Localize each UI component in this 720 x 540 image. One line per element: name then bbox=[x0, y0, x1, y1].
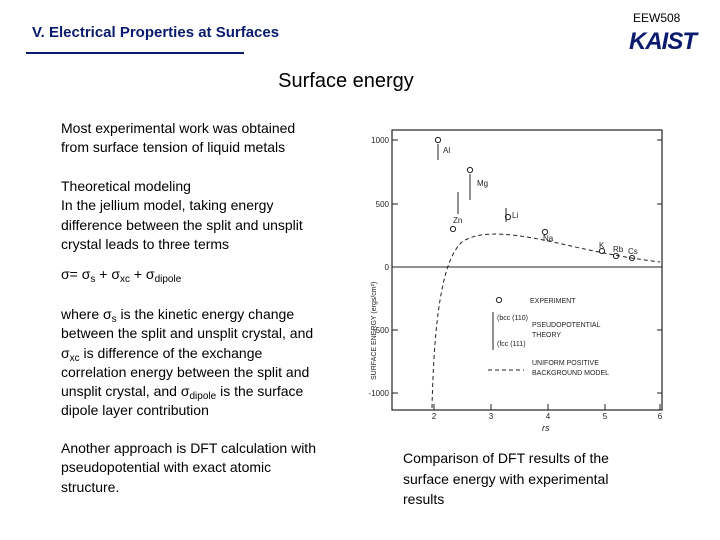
y-axis-label: SURFACE ENERGY (ergs/cm²) bbox=[371, 282, 378, 380]
point-cs bbox=[628, 254, 636, 262]
slide-title: Surface energy bbox=[278, 70, 414, 92]
point-mg bbox=[466, 166, 474, 174]
text-line: correlation energy between the split and bbox=[61, 363, 310, 380]
element-label: Na bbox=[543, 234, 554, 243]
header-divider bbox=[26, 52, 244, 54]
paragraph-experimental: Most experimental work was obtained from… bbox=[61, 119, 295, 158]
paragraph-dft: Another approach is DFT calculation with… bbox=[61, 439, 316, 497]
element-label: Cs bbox=[628, 247, 638, 256]
text-line: In the jellium model, taking energy bbox=[61, 197, 274, 214]
caption-line: Comparison of DFT results of the bbox=[403, 450, 609, 466]
point-k bbox=[598, 247, 606, 255]
legend-uniform-1: UNIFORM POSITIVE bbox=[532, 360, 599, 367]
surface-energy-figure: 1000 500 0 -500 -1000 2 3 4 5 6 rs SURFA… bbox=[369, 129, 663, 433]
logo-text: KAIST bbox=[629, 29, 699, 51]
y-tick-labels: 1000 500 0 -500 -1000 bbox=[369, 136, 390, 398]
x-tick-label: 3 bbox=[489, 412, 494, 421]
x-tick-label: 4 bbox=[546, 412, 551, 421]
section-title: V. Electrical Properties at Surfaces bbox=[32, 24, 280, 41]
course-code: EEW508 bbox=[633, 11, 681, 25]
y-tick-label: 500 bbox=[376, 200, 390, 209]
text-line: dipole layer contribution bbox=[61, 402, 209, 419]
x-tick-label: 6 bbox=[658, 412, 663, 421]
point-na bbox=[541, 228, 549, 236]
y-tick-label: -1000 bbox=[369, 389, 390, 398]
text-line: difference between the split and unsplit bbox=[61, 216, 303, 233]
paragraph-theory: Theoretical modeling In the jellium mode… bbox=[61, 177, 303, 254]
x-tick-labels: 2 3 4 5 6 bbox=[432, 412, 663, 421]
legend-uniform-2: BACKGROUND MODEL bbox=[532, 370, 609, 377]
element-label: Zn bbox=[453, 216, 462, 225]
legend-bcc: (bcc (110) bbox=[497, 315, 528, 322]
y-tick-label: 1000 bbox=[371, 136, 389, 145]
point-rb bbox=[612, 252, 620, 260]
text-line: from surface tension of liquid metals bbox=[61, 139, 286, 156]
element-label: Rb bbox=[613, 245, 624, 254]
text-line: Another approach is DFT calculation with bbox=[61, 440, 316, 456]
text-line: structure. bbox=[61, 478, 120, 495]
x-tick-label: 2 bbox=[432, 412, 437, 421]
x-tick-label: 5 bbox=[603, 412, 608, 421]
text-line: crystal leads to three terms bbox=[61, 235, 230, 252]
legend-fcc: (fcc (111) bbox=[497, 341, 526, 348]
x-axis-label: rs bbox=[542, 423, 550, 433]
text-line: where σs is the kinetic energy change bbox=[61, 306, 295, 325]
text-line: unsplit crystal, and σdipole is the surf… bbox=[61, 383, 304, 403]
figure-legend: EXPERIMENT (bcc (110) (fcc (111) PSEUDOP… bbox=[488, 296, 609, 377]
error-bars bbox=[437, 144, 507, 222]
element-label: Li bbox=[512, 211, 518, 220]
y-tick-label: 0 bbox=[385, 263, 390, 272]
text-line: Most experimental work was obtained bbox=[61, 120, 296, 136]
text-line: σxc is difference of the exchange bbox=[61, 344, 263, 364]
caption-line: results bbox=[403, 491, 445, 507]
element-labels: Al Mg Zn Li Na K Rb Cs bbox=[443, 146, 638, 256]
y-ticks bbox=[392, 139, 662, 394]
caption-line: surface energy with experimental bbox=[403, 470, 609, 487]
text-line: Theoretical modeling bbox=[61, 178, 191, 194]
y-tick-label: -500 bbox=[373, 326, 390, 335]
experiment-points bbox=[434, 136, 636, 262]
point-li bbox=[504, 213, 512, 221]
text-line: between the split and unsplit crystal, a… bbox=[61, 325, 314, 342]
paragraph-definitions: where σs is the kinetic energy change be… bbox=[61, 305, 313, 421]
legend-pseudo-2: THEORY bbox=[532, 332, 561, 339]
figure-caption: Comparison of DFT results of the surface… bbox=[403, 448, 663, 510]
equation-line: σ= σs + σxc + σdipole bbox=[61, 266, 182, 285]
text-line: pseudopotential with exact atomic bbox=[61, 459, 272, 476]
point-al bbox=[434, 136, 442, 144]
element-label: Al bbox=[443, 146, 450, 155]
plot-frame bbox=[391, 129, 663, 411]
x-ticks bbox=[433, 404, 661, 410]
kaist-logo: KAIST bbox=[629, 29, 700, 51]
element-label: Mg bbox=[477, 179, 488, 188]
point-zn bbox=[449, 225, 457, 233]
element-label: K bbox=[599, 241, 605, 250]
legend-experiment-marker bbox=[495, 296, 503, 304]
legend-pseudo-1: PSEUDOPOTENTIAL bbox=[532, 322, 601, 329]
legend-experiment: EXPERIMENT bbox=[530, 298, 576, 305]
